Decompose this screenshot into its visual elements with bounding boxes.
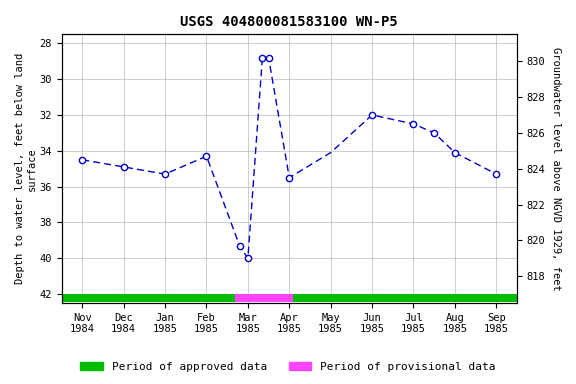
Title: USGS 404800081583100 WN-P5: USGS 404800081583100 WN-P5 <box>180 15 398 29</box>
Y-axis label: Groundwater level above NGVD 1929, feet: Groundwater level above NGVD 1929, feet <box>551 47 561 291</box>
Legend: Period of approved data, Period of provisional data: Period of approved data, Period of provi… <box>76 358 500 377</box>
Y-axis label: Depth to water level, feet below land
surface: Depth to water level, feet below land su… <box>15 53 37 284</box>
